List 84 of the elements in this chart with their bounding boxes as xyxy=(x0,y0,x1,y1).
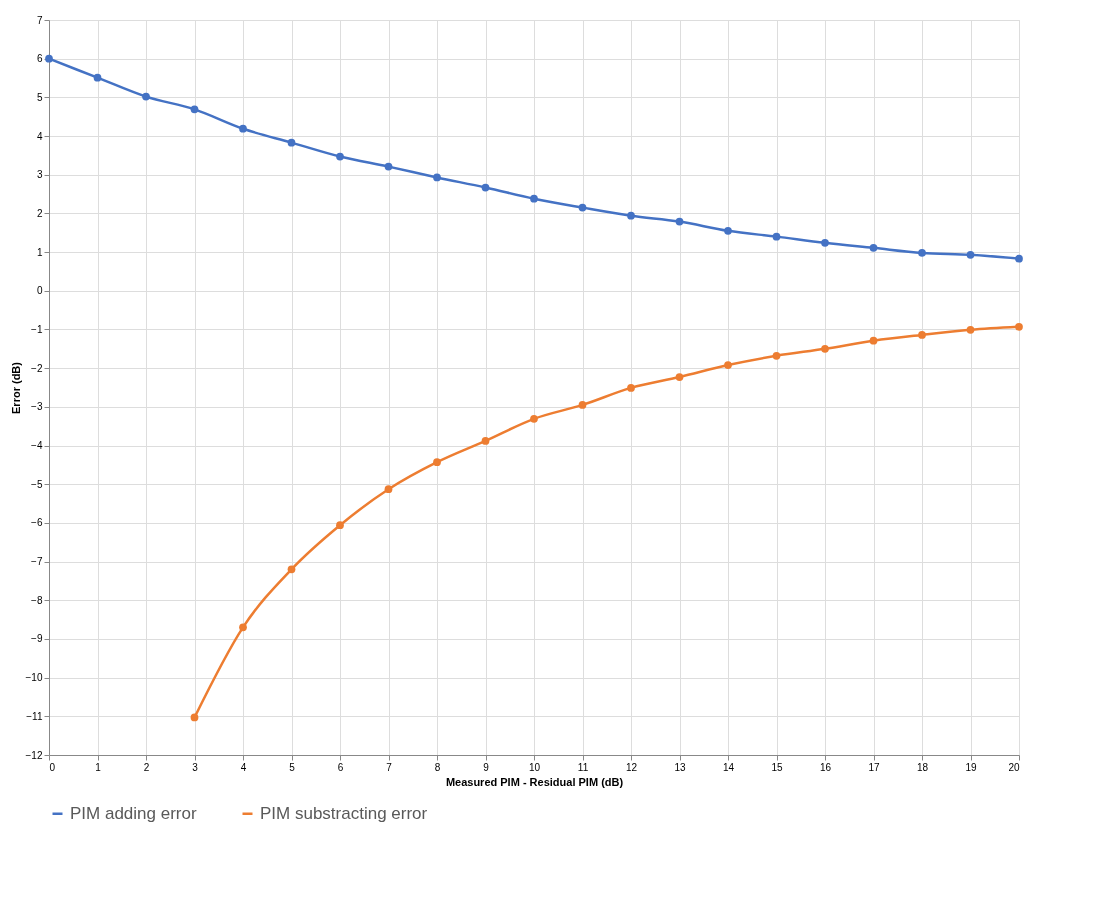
point xyxy=(821,344,829,353)
y-tick-label: −6 xyxy=(31,517,43,529)
point xyxy=(190,713,199,722)
y-axis-title: Error (dB) xyxy=(9,361,22,414)
y-tick-label: −1 xyxy=(31,323,43,335)
point xyxy=(1015,322,1023,331)
point xyxy=(239,124,247,133)
point xyxy=(384,162,393,171)
x-tick-label: 9 xyxy=(483,761,490,773)
x-tick-label: 15 xyxy=(771,761,783,773)
y-tick-label: 5 xyxy=(36,91,43,103)
y-tick-label: −12 xyxy=(25,749,43,761)
point xyxy=(384,485,393,494)
point xyxy=(578,401,587,409)
x-tick-label: 3 xyxy=(192,761,199,773)
point xyxy=(966,250,975,259)
y-tick-label: −11 xyxy=(26,710,43,722)
point xyxy=(433,458,441,467)
x-axis-title: Measured PIM - Residual PIM (dB) xyxy=(445,775,624,788)
y-tick-label: −10 xyxy=(25,672,43,684)
point xyxy=(239,623,247,632)
point xyxy=(918,331,926,339)
point xyxy=(530,194,538,203)
x-tick-label: 17 xyxy=(868,761,880,773)
y-tick-label: 3 xyxy=(36,169,43,181)
x-tick-label: 0 xyxy=(49,761,56,773)
x-tick-label: 18 xyxy=(916,761,929,773)
x-tick-label: 6 xyxy=(337,761,344,773)
point xyxy=(336,152,344,161)
y-tick-label: −4 xyxy=(31,440,43,452)
legend-label: PIM substracting error xyxy=(260,803,428,823)
x-tick-label: 7 xyxy=(386,761,393,773)
y-tick-label: 4 xyxy=(36,130,43,142)
x-tick-label: 12 xyxy=(625,761,638,773)
x-tick-label: 4 xyxy=(240,761,247,773)
y-tick-label: 7 xyxy=(36,14,43,26)
y-tick-label: −2 xyxy=(31,362,43,374)
point xyxy=(675,217,684,226)
y-tick-label: −8 xyxy=(31,594,43,606)
y-tick-label: −7 xyxy=(31,556,43,568)
x-tick-label: 2 xyxy=(143,761,150,773)
point xyxy=(869,243,878,252)
x-tick-label: 10 xyxy=(528,761,541,773)
point xyxy=(772,232,781,241)
x-tick-label: 8 xyxy=(434,761,441,773)
point xyxy=(772,351,781,360)
point xyxy=(45,54,53,63)
point xyxy=(966,326,975,334)
point xyxy=(627,384,635,392)
point xyxy=(93,73,102,82)
y-tick-label: 0 xyxy=(36,285,43,297)
point xyxy=(530,414,538,423)
point xyxy=(336,521,344,530)
point xyxy=(578,203,587,212)
x-tick-label: 11 xyxy=(577,761,589,773)
x-tick-label: 19 xyxy=(965,761,977,773)
x-tick-label: 13 xyxy=(674,761,686,773)
point xyxy=(724,361,732,369)
point xyxy=(287,138,296,147)
y-tick-label: −3 xyxy=(31,401,43,413)
point xyxy=(481,437,490,445)
y-tick-label: −5 xyxy=(31,478,43,490)
x-tick-label: 1 xyxy=(95,761,102,773)
point xyxy=(433,173,441,182)
point xyxy=(869,336,878,345)
y-tick-label: 6 xyxy=(36,53,43,65)
x-tick-label: 20 xyxy=(1008,761,1020,773)
point xyxy=(821,238,829,247)
point xyxy=(627,211,635,220)
point xyxy=(481,183,490,192)
point xyxy=(142,92,150,101)
legend-label: PIM adding error xyxy=(70,803,197,823)
point xyxy=(724,226,732,235)
point xyxy=(287,565,296,574)
point xyxy=(675,373,684,381)
point xyxy=(190,105,199,114)
y-tick-label: 2 xyxy=(36,207,43,219)
x-tick-label: 16 xyxy=(819,761,832,773)
y-tick-label: −9 xyxy=(31,633,43,645)
point xyxy=(1015,254,1023,263)
y-tick-label: 1 xyxy=(36,246,43,258)
point xyxy=(918,249,926,257)
x-tick-label: 5 xyxy=(289,761,296,773)
x-tick-label: 14 xyxy=(722,761,735,773)
